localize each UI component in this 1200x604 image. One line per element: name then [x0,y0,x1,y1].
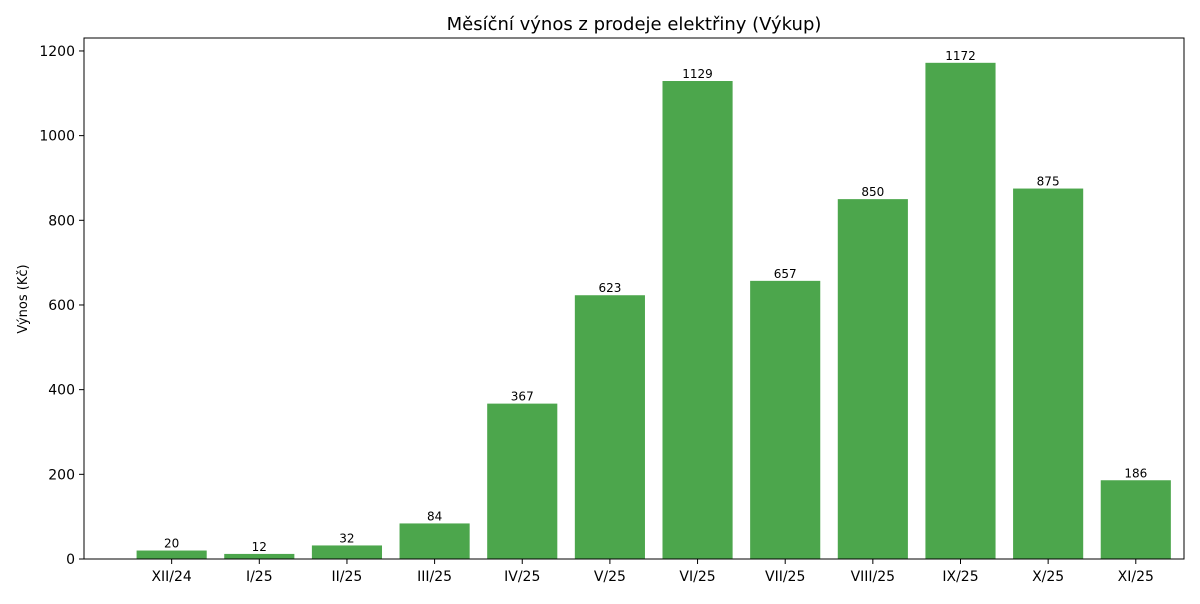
x-tick-label: IV/25 [504,569,540,585]
bar [311,545,383,559]
bar-value-label: 1172 [945,49,976,63]
x-tick-label: II/25 [332,569,363,585]
y-tick-label: 1000 [39,129,75,145]
bar-value-label: 850 [861,185,884,199]
bar-value-label: 84 [427,509,442,523]
bar [1013,188,1084,560]
y-tick-label: 800 [48,213,75,229]
bar-value-label: 186 [1124,466,1147,480]
bar-value-label: 1129 [682,67,713,81]
x-tick-label: IX/25 [942,569,978,585]
bar-value-label: 32 [339,531,354,545]
y-tick-label: 600 [48,298,75,314]
bar-value-label: 875 [1037,175,1060,189]
x-axis: XII/24 I/25 II/25 III/25 IV/25 V/25 VI/25 VII/2… [151,559,1154,585]
bar [487,403,558,559]
x-tick-label: VIII/25 [851,569,896,585]
x-tick-label: VII/25 [765,569,805,585]
bar [136,550,207,559]
y-axis-label: Výnos (Kč) [16,264,31,333]
x-tick-label: VI/25 [679,569,715,585]
bar [399,523,470,559]
x-tick-label: III/25 [417,569,452,585]
plot-frame [83,37,1185,560]
chart-title: Měsíční výnos z prodeje elektřiny (Výkup… [447,14,822,35]
y-tick-label: 200 [48,467,75,483]
bar [750,280,821,559]
bar-value-label: 20 [164,537,179,551]
y-axis: 0 200 400 600 800 1000 1200 [39,44,84,568]
x-tick-label: V/25 [594,569,626,585]
bar [662,81,733,559]
y-tick-label: 0 [66,552,75,568]
bar-value-label: 623 [598,281,621,295]
data-labels-group: 20 12 32 84 367 623 1129 657 850 1172 875 186 [164,49,1147,554]
bar [574,295,645,559]
bar [1100,480,1171,559]
x-tick-label: XII/24 [151,569,191,585]
bars-group [136,62,1171,560]
x-tick-label: XI/25 [1118,569,1154,585]
bar [224,553,295,559]
bar-value-label: 367 [511,390,534,404]
y-tick-label: 1200 [39,44,75,60]
bar [925,62,996,560]
bar [837,199,908,559]
y-tick-label: 400 [48,383,75,399]
bar-value-label: 12 [252,540,267,554]
bar-value-label: 657 [774,267,797,281]
x-tick-label: I/25 [246,569,273,585]
x-tick-label: X/25 [1032,569,1064,585]
